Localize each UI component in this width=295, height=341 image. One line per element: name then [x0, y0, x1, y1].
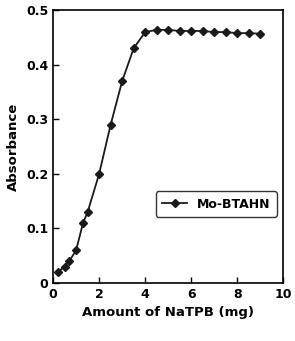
- X-axis label: Amount of NaTPB (mg): Amount of NaTPB (mg): [82, 307, 254, 320]
- Y-axis label: Absorbance: Absorbance: [7, 103, 20, 191]
- Legend: Mo-BTAHN: Mo-BTAHN: [156, 191, 277, 217]
